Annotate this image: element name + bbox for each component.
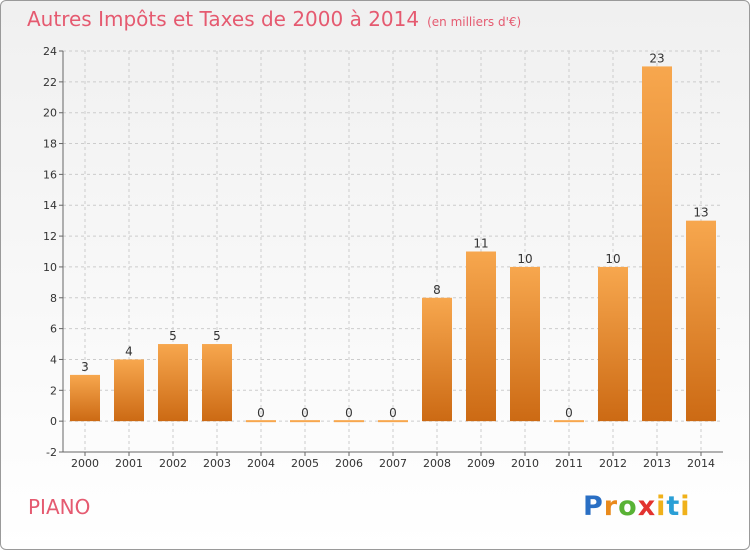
x-tick-label: 2013 <box>643 457 671 470</box>
axis-layer <box>59 50 723 456</box>
value-label: 0 <box>345 406 353 420</box>
y-tick-label: 2 <box>50 384 57 397</box>
bar-layer <box>70 66 716 423</box>
y-tick-label: 24 <box>43 45 57 58</box>
x-tick-label: 2000 <box>71 457 99 470</box>
value-label: 23 <box>649 51 664 65</box>
y-tick-label: 14 <box>43 199 57 212</box>
x-tick-label: 2003 <box>203 457 231 470</box>
value-label: 0 <box>565 406 573 420</box>
bar <box>114 359 144 422</box>
value-label: 3 <box>81 360 89 374</box>
y-tick-label: -2 <box>46 446 57 459</box>
bar <box>378 420 408 423</box>
value-label: 5 <box>169 329 177 343</box>
x-tick-label: 2009 <box>467 457 495 470</box>
x-tick-label: 2006 <box>335 457 363 470</box>
logo-letter: x <box>637 491 657 522</box>
logo-letter: r <box>603 491 619 522</box>
bar <box>334 420 364 423</box>
value-label: 8 <box>433 283 441 297</box>
value-label: 13 <box>693 206 708 220</box>
x-tick-label: 2002 <box>159 457 187 470</box>
y-tick-label: 12 <box>43 230 57 243</box>
x-tick-label: 2005 <box>291 457 319 470</box>
bar <box>246 420 276 423</box>
bar <box>158 344 188 422</box>
value-label: 5 <box>213 329 221 343</box>
bar <box>642 66 672 422</box>
logo-letter: t <box>666 491 681 522</box>
y-tick-label: 6 <box>50 323 57 336</box>
bar <box>202 344 232 422</box>
logo-letter: P <box>583 491 604 522</box>
bar <box>290 420 320 423</box>
x-tick-label: 2014 <box>687 457 715 470</box>
bar <box>422 297 452 422</box>
bar <box>554 420 584 423</box>
title-line: Autres Impôts et Taxes de 2000 à 2014 (en… <box>27 7 521 31</box>
value-label: 10 <box>517 252 532 266</box>
logo-letter: i <box>680 491 691 522</box>
bar <box>510 266 540 422</box>
y-tick-label: 22 <box>43 76 57 89</box>
logo-letter: i <box>656 491 667 522</box>
x-tick-label: 2011 <box>555 457 583 470</box>
proxiti-logo[interactable]: Proxiti <box>583 491 691 522</box>
x-tick-label: 2004 <box>247 457 275 470</box>
bar <box>466 251 496 422</box>
y-tick-label: 8 <box>50 292 57 305</box>
logo-letter: o <box>618 491 638 522</box>
value-label: 10 <box>605 252 620 266</box>
x-tick-label: 2012 <box>599 457 627 470</box>
place-name: PIANO <box>28 495 91 519</box>
y-tick-label: 0 <box>50 415 57 428</box>
y-tick-label: 16 <box>43 168 57 181</box>
value-label: 4 <box>125 344 133 358</box>
chart-title: Autres Impôts et Taxes de 2000 à 2014 <box>27 7 420 31</box>
y-tick-label: 18 <box>43 138 57 151</box>
x-tick-label: 2008 <box>423 457 451 470</box>
value-label: 0 <box>389 406 397 420</box>
bar <box>598 266 628 422</box>
x-tick-label: 2010 <box>511 457 539 470</box>
bar <box>70 374 100 422</box>
bar <box>686 220 716 422</box>
value-label: 0 <box>301 406 309 420</box>
y-tick-label: 20 <box>43 107 57 120</box>
value-label: 0 <box>257 406 265 420</box>
y-tick-label: 4 <box>50 353 57 366</box>
y-tick-label: 10 <box>43 261 57 274</box>
x-tick-label: 2007 <box>379 457 407 470</box>
x-tick-label: 2001 <box>115 457 143 470</box>
value-label: 11 <box>473 237 488 251</box>
label-layer: -202468101214161820222420003200142002520… <box>43 45 715 470</box>
chart-unit: (en milliers d'€) <box>427 15 522 29</box>
